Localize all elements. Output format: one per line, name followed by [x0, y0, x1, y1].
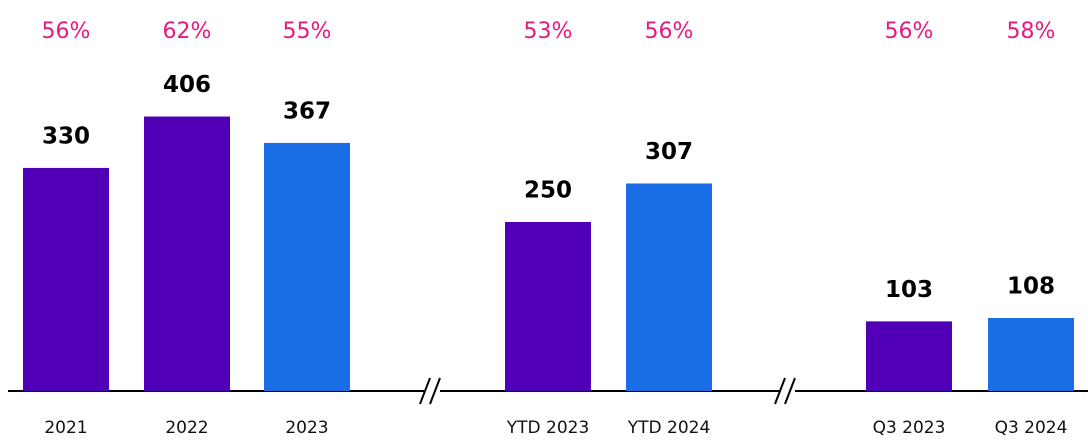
value-label: 103	[885, 277, 933, 303]
bar	[264, 142, 350, 391]
x-tick-label: 2023	[285, 418, 328, 438]
value-label: 330	[42, 123, 90, 149]
bar	[144, 116, 230, 391]
value-label: 406	[163, 72, 211, 98]
x-tick-label: 2022	[165, 418, 208, 438]
rate-label: 56%	[42, 19, 91, 44]
rate-label: 62%	[163, 19, 212, 44]
bar	[988, 317, 1074, 391]
bar	[626, 183, 712, 391]
rate-label: 53%	[524, 19, 573, 44]
bar	[505, 222, 591, 391]
rate-label: 58%	[1007, 19, 1056, 44]
x-tick-label: YTD 2023	[506, 418, 590, 438]
rate-label: 56%	[885, 19, 934, 44]
x-tick-label: 2021	[44, 418, 87, 438]
rate-label: 55%	[283, 19, 332, 44]
rate-label: 56%	[645, 19, 694, 44]
axis-break	[774, 377, 796, 405]
bar	[866, 321, 952, 391]
value-label: 108	[1007, 273, 1055, 299]
axis-break	[419, 377, 441, 405]
value-label: 367	[283, 98, 331, 124]
x-tick-label: YTD 2024	[627, 418, 711, 438]
bar	[23, 167, 109, 391]
x-tick-label: Q3 2024	[995, 418, 1068, 438]
x-tick-label: Q3 2023	[873, 418, 946, 438]
value-label: 307	[645, 139, 693, 165]
value-label: 250	[524, 178, 572, 204]
